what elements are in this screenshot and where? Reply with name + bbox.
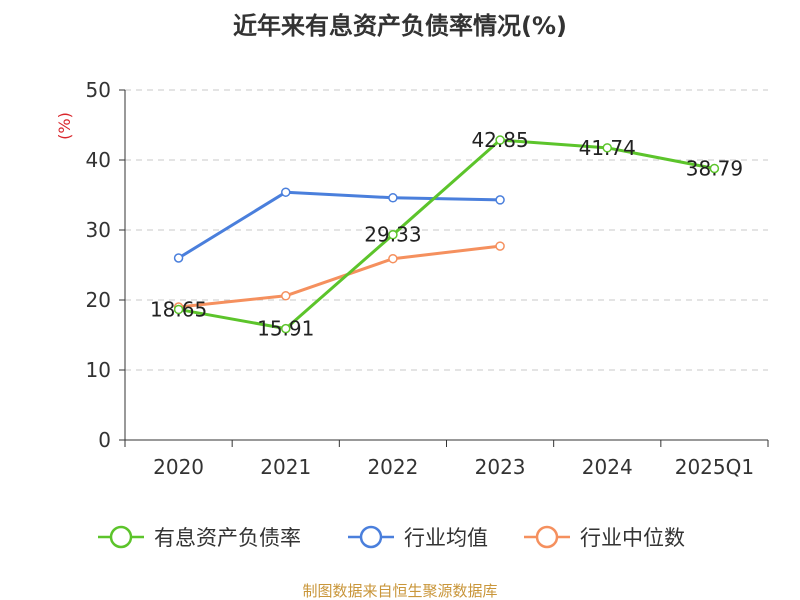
- x-tick-label: 2022: [367, 455, 418, 479]
- x-tick-label: 2023: [475, 455, 526, 479]
- data-label: 15.91: [257, 317, 314, 341]
- y-tick-label: 30: [86, 218, 111, 242]
- y-tick-label: 40: [86, 148, 111, 172]
- data-point: [709, 163, 720, 174]
- chart-title: 近年来有息资产负债率情况(%): [233, 12, 567, 40]
- x-tick-label: 2020: [153, 455, 204, 479]
- legend-swatch-marker: [359, 525, 383, 549]
- data-point: [173, 304, 184, 315]
- data-point: [388, 193, 398, 203]
- x-tick-label: 2021: [260, 455, 311, 479]
- series-2: [173, 241, 505, 312]
- legend-swatch-marker: [109, 525, 133, 549]
- data-label: 42.85: [471, 128, 528, 152]
- data-point: [388, 253, 398, 264]
- y-tick-label: 10: [86, 358, 111, 382]
- data-source: 制图数据来自恒生聚源数据库: [302, 582, 497, 600]
- data-point: [281, 323, 291, 334]
- data-label: 18.65: [150, 297, 207, 321]
- series-line: [177, 138, 716, 331]
- legend-item-0[interactable]: 有息资产负债率: [98, 525, 301, 550]
- data-point: [495, 195, 505, 205]
- data-point: [281, 187, 291, 197]
- data-point: [602, 143, 612, 153]
- data-point: [173, 253, 184, 263]
- data-point: [281, 291, 291, 301]
- series-line: [177, 190, 502, 260]
- data-point: [388, 229, 398, 240]
- legend-label: 有息资产负债率: [154, 526, 301, 550]
- series-0: [173, 135, 720, 334]
- legend-label: 行业均值: [404, 526, 488, 550]
- axes: [119, 89, 769, 447]
- legend-item-1[interactable]: 行业均值: [348, 525, 488, 550]
- series-layer: [173, 135, 720, 334]
- legend-label: 行业中位数: [580, 526, 685, 550]
- data-label: 29.33: [364, 223, 421, 247]
- legend[interactable]: 有息资产负债率 行业均值 行业中位数: [98, 525, 685, 550]
- x-tick-label: 2024: [582, 455, 633, 479]
- y-tick-label: 50: [86, 78, 111, 102]
- data-label: 41.74: [579, 136, 636, 160]
- y-tick-label: 0: [98, 428, 111, 452]
- grid-lines: [125, 89, 768, 371]
- y-tick-label: 20: [86, 288, 111, 312]
- data-point: [495, 135, 505, 145]
- legend-item-2[interactable]: 行业中位数: [524, 525, 685, 550]
- x-tick-label: 2025Q1: [675, 455, 754, 479]
- data-labels: 18.65 15.91 29.33 42.85 41.74 38.79: [150, 128, 743, 341]
- legend-swatch-marker: [535, 525, 559, 549]
- series-line: [177, 244, 502, 309]
- data-point: [495, 241, 505, 251]
- y-axis-unit: (%): [55, 112, 74, 140]
- series-1: [173, 187, 505, 263]
- tick-labels: 0 10 20 30 40 50 2020 2021 2022 2023 2024 2025Q1: [86, 78, 755, 479]
- data-label: 38.79: [686, 156, 743, 180]
